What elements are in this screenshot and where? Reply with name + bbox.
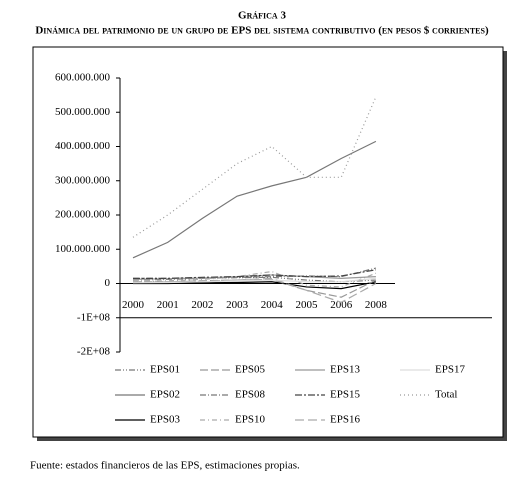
frame (32, 46, 504, 438)
y-tick-label: -2E+08 (77, 346, 111, 358)
legend-label: EPS13 (330, 364, 360, 376)
legend-label: EPS05 (235, 364, 265, 376)
y-tick-label: 500.000.000 (55, 106, 111, 118)
x-tick-label: 2008 (365, 299, 388, 311)
x-tick-label: 2005 (296, 299, 319, 311)
chart-subtitle: Dinámica del patrimonio de un grupo de E… (35, 25, 489, 37)
series-line (133, 281, 377, 290)
x-tick-label: 2004 (261, 299, 284, 311)
chart-title: Gráfica 3 (238, 10, 286, 22)
y-tick-label: 0 (105, 277, 111, 289)
legend-label: EPS16 (330, 414, 360, 426)
y-tick-label: 300.000.000 (55, 174, 111, 186)
y-tick-label: 600.000.000 (55, 72, 111, 84)
x-tick-label: 2003 (226, 299, 249, 311)
y-tick-label: 400.000.000 (55, 140, 111, 152)
series-line (132, 277, 377, 303)
source-note: Fuente: estados financieros de las EPS, … (30, 460, 300, 472)
series-line (132, 277, 376, 284)
x-tick-label: 2006 (330, 299, 353, 311)
series-line (133, 269, 377, 279)
x-tick-label: 2001 (157, 299, 179, 311)
y-tick-label: -1E+08 (77, 311, 111, 323)
legend-label: EPS15 (330, 389, 360, 401)
legend-label: EPS03 (150, 414, 180, 426)
legend-label: EPS01 (150, 364, 180, 376)
series-line (132, 96, 377, 238)
legend-label: EPS10 (235, 414, 265, 426)
series-line (132, 140, 377, 259)
legend-label: EPS17 (435, 364, 465, 376)
y-tick-label: 100.000.000 (55, 243, 111, 255)
y-tick-label: 200.000.000 (55, 209, 111, 221)
x-tick-label: 2000 (122, 299, 145, 311)
series-line (132, 267, 377, 281)
legend-label: Total (435, 389, 457, 401)
legend-label: EPS08 (235, 389, 265, 401)
legend-label: EPS02 (150, 389, 180, 401)
series-line (132, 270, 377, 288)
x-tick-label: 2002 (191, 299, 213, 311)
